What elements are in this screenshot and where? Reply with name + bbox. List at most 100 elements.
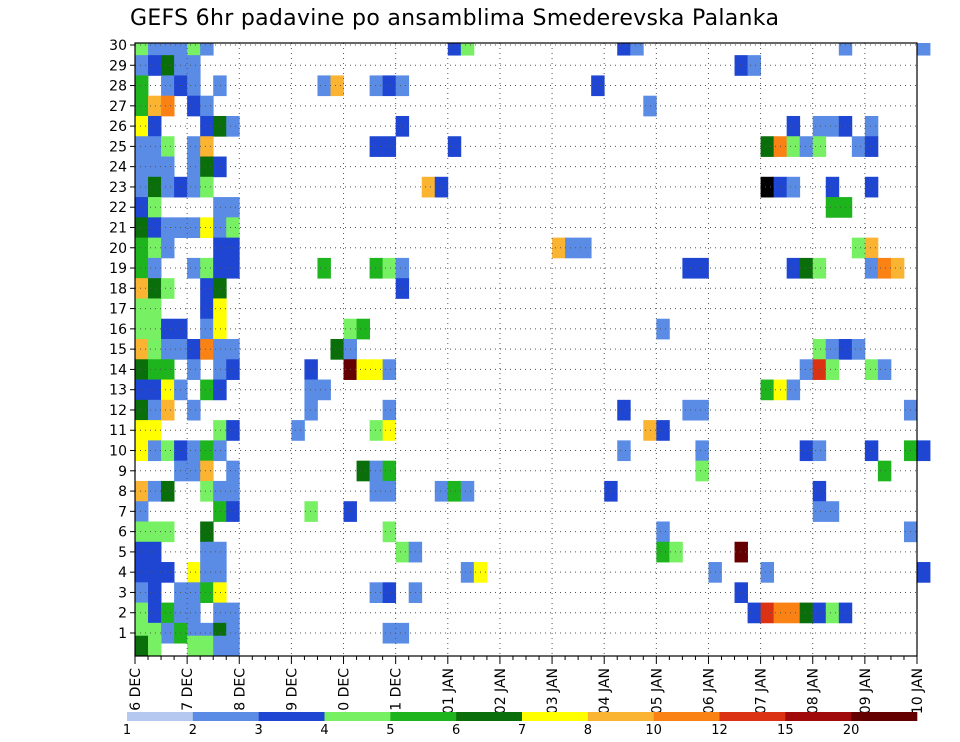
y-tick-label: 2 xyxy=(118,606,127,622)
heatmap-cell xyxy=(187,440,201,462)
heatmap-cell xyxy=(812,501,827,522)
heatmap-cell xyxy=(851,237,866,259)
heatmap-cell xyxy=(382,460,397,482)
heatmap-cell xyxy=(395,622,410,644)
heatmap-cell xyxy=(187,156,201,178)
heatmap-cell xyxy=(148,95,162,117)
heatmap-cell xyxy=(200,278,214,299)
heatmap-cell xyxy=(617,43,631,56)
x-tick-label: 10 JAN xyxy=(910,668,926,714)
heatmap-cell xyxy=(187,136,201,157)
heatmap-cell xyxy=(917,562,931,583)
heatmap-cell xyxy=(734,55,748,76)
heatmap-cell xyxy=(552,237,566,259)
y-tick-label: 6 xyxy=(118,525,127,541)
heatmap-cell xyxy=(135,379,149,401)
heatmap-cell xyxy=(656,318,670,340)
heatmap-cell xyxy=(460,480,475,502)
y-tick-label: 21 xyxy=(109,220,127,236)
heatmap-cell xyxy=(799,136,814,157)
heatmap-cell xyxy=(187,582,201,603)
heatmap-cell xyxy=(135,440,149,462)
heatmap-cell xyxy=(135,582,149,603)
heatmap-cell xyxy=(200,115,214,137)
heatmap-cell xyxy=(213,237,227,259)
heatmap-cell xyxy=(161,480,175,502)
heatmap-cell xyxy=(226,197,240,218)
heatmap-cell xyxy=(161,95,175,117)
y-tick-label: 12 xyxy=(109,403,127,419)
x-tick-label: 05 JAN xyxy=(649,668,665,714)
heatmap-cell xyxy=(656,420,670,441)
heatmap-cell xyxy=(812,359,827,380)
heatmap-cell xyxy=(812,257,827,279)
heatmap-cell xyxy=(148,43,162,56)
heatmap-cell xyxy=(460,43,475,56)
heatmap-cell xyxy=(213,635,227,657)
heatmap-cell xyxy=(421,176,436,198)
heatmap-cell xyxy=(135,278,149,299)
legend-swatch xyxy=(127,712,194,721)
heatmap-cell xyxy=(200,379,214,401)
heatmap-cell xyxy=(200,43,214,56)
y-tick-label: 30 xyxy=(109,38,127,54)
heatmap-cell xyxy=(682,399,696,421)
heatmap-cell xyxy=(148,257,162,279)
heatmap-cell xyxy=(135,156,149,178)
heatmap-cell xyxy=(135,237,149,259)
y-tick-label: 28 xyxy=(109,79,127,95)
heatmap-cell xyxy=(135,318,149,340)
heatmap-cell xyxy=(747,602,761,624)
heatmap-cell xyxy=(917,43,931,56)
heatmap-cell xyxy=(135,359,149,380)
y-tick-label: 24 xyxy=(109,160,127,176)
heatmap-cell xyxy=(851,339,866,360)
heatmap-cell xyxy=(864,136,879,157)
heatmap-cell xyxy=(447,480,462,502)
heatmap-cell xyxy=(760,379,775,401)
heatmap-cell xyxy=(369,359,384,380)
y-tick-label: 25 xyxy=(109,139,127,155)
heatmap-cell xyxy=(356,359,370,380)
heatmap-cell xyxy=(213,602,227,624)
heatmap-cell xyxy=(187,55,201,76)
heatmap-cell xyxy=(447,43,462,56)
heatmap-cell xyxy=(213,75,227,97)
heatmap-cell xyxy=(148,602,162,624)
heatmap-cell xyxy=(174,43,188,56)
heatmap-cell xyxy=(226,480,240,502)
x-tick-label: 06 JAN xyxy=(701,668,717,714)
heatmap-cell xyxy=(382,420,397,441)
heatmap-cell xyxy=(356,318,370,340)
legend-swatch xyxy=(258,712,325,721)
heatmap-cell xyxy=(786,257,801,279)
heatmap-cell xyxy=(226,257,240,279)
heatmap-cell xyxy=(812,602,827,624)
heatmap-cell xyxy=(382,480,397,502)
heatmap-cell xyxy=(695,440,709,462)
legend-label: 7 xyxy=(518,723,526,738)
heatmap-cell xyxy=(578,237,592,259)
heatmap-cell xyxy=(304,359,318,380)
heatmap-cell xyxy=(825,501,840,522)
x-tick-label: 30 DEC xyxy=(337,668,353,720)
heatmap-cell xyxy=(161,318,175,340)
legend-swatch xyxy=(522,712,589,721)
heatmap-cell xyxy=(213,379,227,401)
heatmap-cell xyxy=(786,136,801,157)
heatmap-cell xyxy=(148,237,162,259)
heatmap-cell xyxy=(161,278,175,299)
y-tick-label: 14 xyxy=(109,362,127,378)
heatmap-cell xyxy=(369,582,384,603)
heatmap-cell xyxy=(669,541,683,563)
heatmap-cell xyxy=(161,359,175,380)
heatmap-cell xyxy=(200,95,214,117)
heatmap-cell xyxy=(161,379,175,401)
heatmap-cell xyxy=(460,562,475,583)
legend-label: 20 xyxy=(843,723,860,738)
y-tick-label: 5 xyxy=(118,545,127,561)
legend-swatch xyxy=(653,712,720,721)
heatmap-cell xyxy=(695,257,709,279)
heatmap-cell xyxy=(148,278,162,299)
legend-label: 10 xyxy=(645,723,662,738)
